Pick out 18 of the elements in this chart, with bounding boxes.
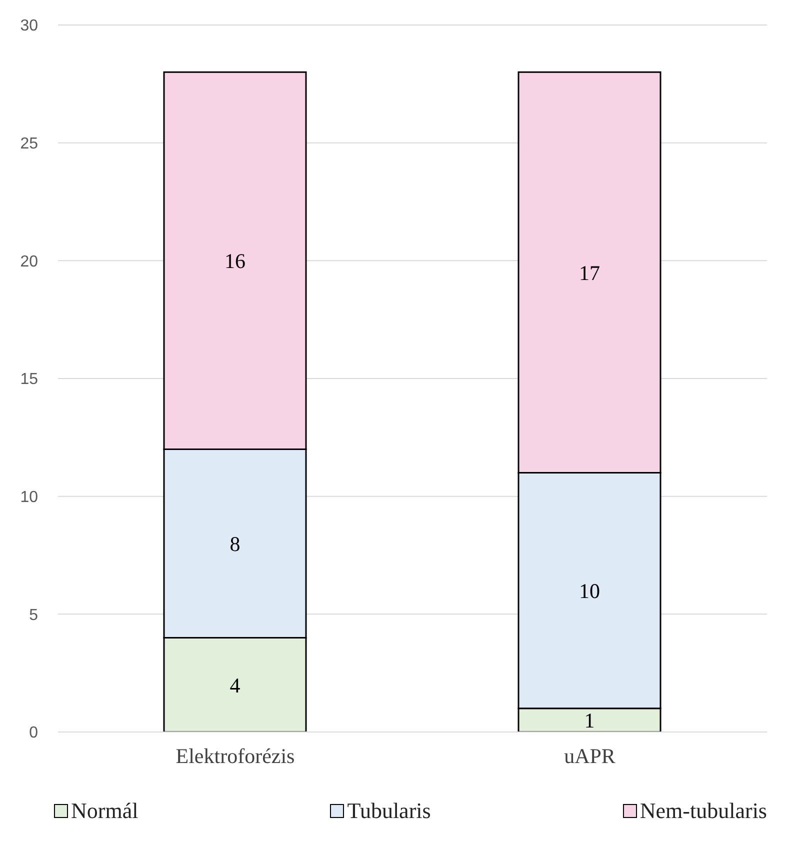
y-tick-label: 30: [20, 18, 38, 35]
y-tick-label: 25: [20, 136, 38, 153]
data-label: 17: [579, 260, 600, 285]
y-tick-label: 10: [20, 489, 38, 506]
legend-label: Nem-tubularis: [638, 798, 767, 824]
data-label: 4: [230, 673, 241, 698]
y-tick-label: 20: [20, 253, 38, 270]
y-tick-label: 0: [29, 724, 38, 742]
x-tick-label: uAPR: [564, 744, 616, 768]
y-tick-label: 15: [20, 371, 38, 388]
legend-label: Tubularis: [346, 798, 431, 824]
y-tick-label: 5: [29, 606, 38, 624]
data-label: 16: [224, 249, 246, 274]
x-tick-label: Elektroforézis: [176, 744, 295, 768]
data-label: 8: [230, 532, 240, 556]
data-label: 1: [584, 708, 595, 733]
legend-label: Normál: [70, 798, 138, 824]
data-label: 10: [579, 579, 600, 604]
